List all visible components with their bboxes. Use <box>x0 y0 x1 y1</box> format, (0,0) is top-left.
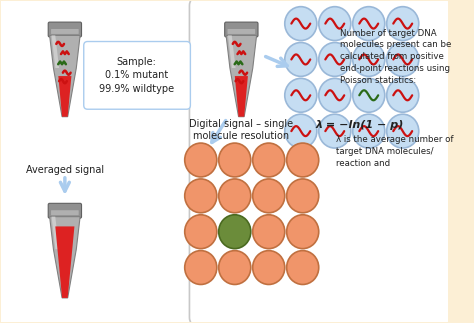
Circle shape <box>253 251 285 285</box>
Circle shape <box>387 7 419 40</box>
FancyBboxPatch shape <box>51 210 79 215</box>
Circle shape <box>285 78 317 112</box>
Circle shape <box>319 114 351 148</box>
Circle shape <box>287 215 319 249</box>
Circle shape <box>287 143 319 177</box>
Text: λ = −ln(1 − p): λ = −ln(1 − p) <box>315 120 403 130</box>
Circle shape <box>219 179 251 213</box>
Polygon shape <box>52 36 59 68</box>
FancyBboxPatch shape <box>51 29 79 34</box>
Polygon shape <box>226 36 256 117</box>
Polygon shape <box>55 226 74 298</box>
Text: Digital signal – single
molecule resolution: Digital signal – single molecule resolut… <box>189 119 293 141</box>
Polygon shape <box>50 36 80 117</box>
Circle shape <box>387 78 419 112</box>
Circle shape <box>219 143 251 177</box>
Circle shape <box>185 251 217 285</box>
Circle shape <box>285 43 317 76</box>
Polygon shape <box>50 217 80 298</box>
Circle shape <box>253 179 285 213</box>
Circle shape <box>319 7 351 40</box>
Text: Number of target DNA
molecules present can be
calculated from positive
end-point: Number of target DNA molecules present c… <box>340 28 452 85</box>
Circle shape <box>353 114 385 148</box>
Circle shape <box>185 143 217 177</box>
Circle shape <box>287 251 319 285</box>
FancyBboxPatch shape <box>0 0 200 323</box>
FancyBboxPatch shape <box>48 203 82 218</box>
Circle shape <box>219 215 251 249</box>
Circle shape <box>185 179 217 213</box>
FancyBboxPatch shape <box>225 22 258 37</box>
FancyBboxPatch shape <box>228 29 255 34</box>
Circle shape <box>387 114 419 148</box>
Polygon shape <box>235 76 248 117</box>
FancyBboxPatch shape <box>84 42 191 109</box>
FancyBboxPatch shape <box>190 0 450 323</box>
Text: Sample:
0.1% mutant
99.9% wildtype: Sample: 0.1% mutant 99.9% wildtype <box>99 57 174 94</box>
Circle shape <box>285 7 317 40</box>
FancyBboxPatch shape <box>48 22 82 37</box>
Polygon shape <box>52 217 59 249</box>
Circle shape <box>185 215 217 249</box>
Polygon shape <box>58 76 72 117</box>
Circle shape <box>287 179 319 213</box>
Text: Averaged signal: Averaged signal <box>26 165 104 175</box>
Circle shape <box>319 78 351 112</box>
Circle shape <box>253 215 285 249</box>
Circle shape <box>219 251 251 285</box>
Circle shape <box>253 143 285 177</box>
Circle shape <box>285 114 317 148</box>
Polygon shape <box>228 36 236 68</box>
Circle shape <box>319 43 351 76</box>
Text: λ is the average number of
target DNA molecules/
reaction and: λ is the average number of target DNA mo… <box>336 135 453 168</box>
Circle shape <box>353 78 385 112</box>
Circle shape <box>353 7 385 40</box>
Circle shape <box>353 43 385 76</box>
Circle shape <box>387 43 419 76</box>
